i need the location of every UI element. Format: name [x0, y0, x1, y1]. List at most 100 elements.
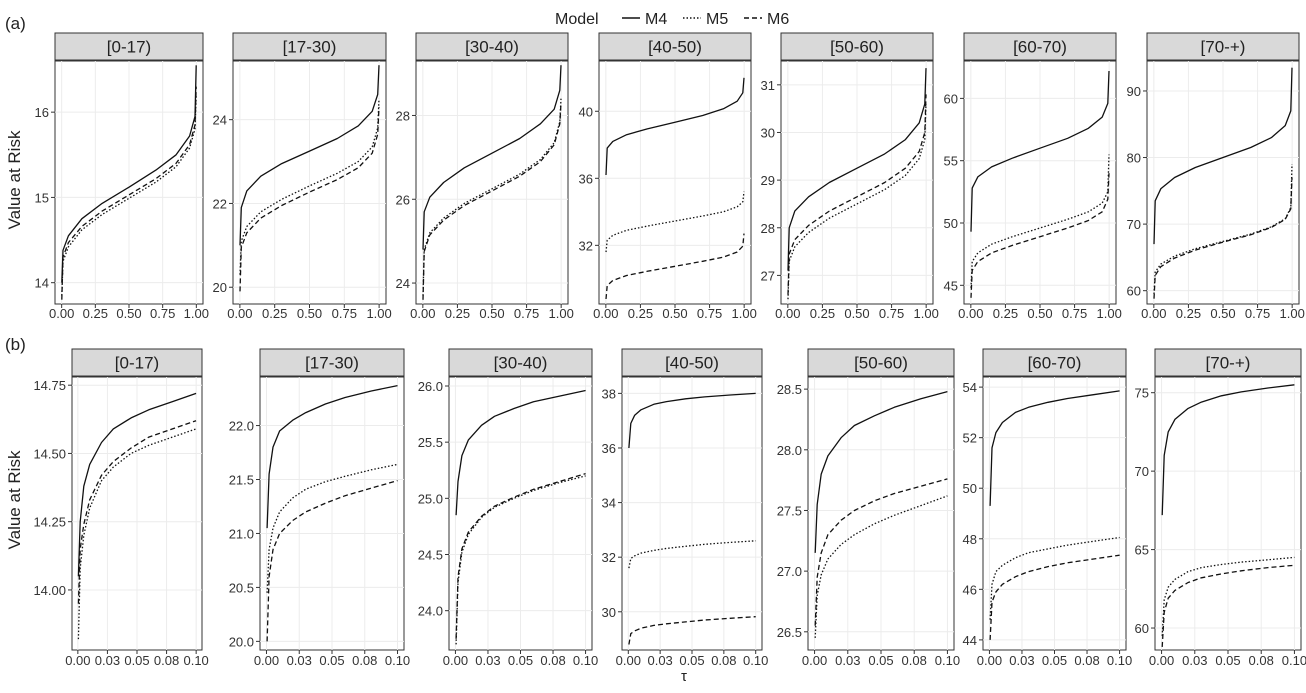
panel-r1-p5: [60-70) 44 46 48 50 52 54 0.00 0.03 0.05 0.08 0.10: [963, 348, 1132, 668]
x-tick-label: 0.75: [332, 306, 357, 321]
series-line-m6: [787, 94, 927, 295]
x-tick-label: 1.00: [1097, 306, 1122, 321]
x-tick-label: 0.00: [977, 653, 1002, 668]
x-tick-label: 0.50: [1210, 306, 1235, 321]
x-tick-label: 1.00: [732, 306, 757, 321]
x-tick-label: 1.00: [366, 306, 391, 321]
x-tick-label: 0.25: [262, 306, 287, 321]
x-tick-label: 0.03: [475, 653, 500, 668]
panel-title: [30-40): [494, 354, 548, 373]
x-tick-label: 0.10: [1107, 653, 1132, 668]
x-tick-label: 0.03: [1182, 653, 1207, 668]
y-tick-label: 50: [944, 216, 958, 231]
y-tick-label: 24.0: [418, 604, 443, 619]
series-line-m4: [239, 65, 380, 246]
series-line-m4: [787, 68, 927, 271]
panel-title: [40-50): [665, 354, 719, 373]
y-tick-label: 36: [602, 441, 616, 456]
y-tick-label: 21.5: [229, 473, 254, 488]
y-tick-label: 32: [579, 238, 593, 253]
x-tick-label: 0.08: [1249, 653, 1274, 668]
x-tick-label: 0.03: [647, 653, 672, 668]
y-tick-label: 40: [579, 104, 593, 119]
y-tick-label: 27.0: [777, 564, 802, 579]
x-tick-label: 0.00: [593, 306, 618, 321]
series-line-m5: [787, 103, 927, 300]
x-tick-label: 1.00: [1280, 306, 1305, 321]
series-line-m4: [814, 390, 948, 553]
x-tick-label: 0.05: [1042, 653, 1067, 668]
y-tick-label: 28: [396, 108, 410, 123]
x-tick-label: 0.10: [1282, 653, 1306, 668]
x-tick-label: 0.75: [514, 306, 539, 321]
panel-title: [30-40): [465, 38, 519, 57]
y-tick-label: 14.00: [33, 583, 66, 598]
y-tick-label: 25.5: [418, 435, 443, 450]
y-tick-label: 24.5: [418, 548, 443, 563]
series-line-m5: [455, 475, 586, 645]
panel-title: [60-70): [1013, 38, 1067, 57]
y-axis-label-a: Value at Risk: [5, 130, 24, 229]
y-tick-label: 36: [579, 171, 593, 186]
series-line-m4: [455, 389, 586, 516]
x-axis-label: τ: [681, 668, 687, 685]
strip-r1-p1: [259, 348, 405, 377]
series-line-m4: [628, 392, 756, 449]
x-tick-label: 0.10: [743, 653, 768, 668]
strip-r0-p2: [415, 32, 569, 61]
series-line-m4: [61, 65, 197, 283]
x-tick-label: 0.75: [697, 306, 722, 321]
y-tick-label: 46: [963, 582, 977, 597]
y-tick-label: 60: [944, 91, 958, 106]
x-tick-label: 0.25: [628, 306, 653, 321]
panel-r0-p5: [60-70) 45 50 55 60 0.00 0.25 0.50 0.75 1.00: [944, 32, 1122, 321]
series-line-m6: [989, 554, 1120, 640]
series-line-m5: [628, 540, 756, 569]
x-tick-label: 0.50: [844, 306, 869, 321]
x-tick-label: 0.25: [445, 306, 470, 321]
x-tick-label: 0.50: [1027, 306, 1052, 321]
panel-title: [50-60): [854, 354, 908, 373]
strip-r0-p3: [598, 32, 752, 61]
x-tick-label: 0.50: [662, 306, 687, 321]
x-tick-label: 0.25: [810, 306, 835, 321]
x-tick-label: 0.25: [1176, 306, 1201, 321]
panel-title: [17-30): [305, 354, 359, 373]
y-tick-label: 90: [1127, 84, 1141, 99]
strip-r1-p5: [982, 348, 1127, 377]
panel-title: [70-+): [1206, 354, 1251, 373]
panel-r0-p6: [70-+) 60 70 80 90 0.00 0.25 0.50 0.75 1.00: [1127, 32, 1305, 321]
x-tick-label: 0.25: [993, 306, 1018, 321]
x-tick-label: 0.00: [227, 306, 252, 321]
x-tick-label: 0.08: [902, 653, 927, 668]
y-tick-label: 65: [1135, 543, 1149, 558]
y-tick-label: 32: [602, 550, 616, 565]
y-tick-label: 25.0: [418, 491, 443, 506]
strip-r1-p4: [807, 348, 955, 377]
x-tick-label: 0.00: [254, 653, 279, 668]
x-tick-label: 0.05: [868, 653, 893, 668]
panel-title: [17-30): [283, 38, 337, 57]
panel-title: [0-17): [107, 38, 151, 57]
x-tick-label: 0.10: [573, 653, 598, 668]
panel-r1-p6: [70-+) 60 65 70 75 0.00 0.03 0.05 0.08 0.10: [1135, 348, 1306, 668]
series-line-m5: [77, 428, 197, 640]
series-line-m4: [422, 65, 562, 250]
series-line-m6: [455, 472, 586, 639]
y-tick-label: 30: [761, 125, 775, 140]
series-line-m5: [422, 98, 562, 296]
series-line-m5: [61, 95, 197, 296]
y-tick-label: 14.25: [33, 515, 66, 530]
x-tick-label: 0.00: [443, 653, 468, 668]
y-tick-label: 38: [602, 386, 616, 401]
series-line-m6: [605, 233, 745, 300]
y-tick-label: 29: [761, 173, 775, 188]
y-tick-label: 14.50: [33, 446, 66, 461]
y-tick-label: 30: [602, 605, 616, 620]
y-tick-label: 55: [944, 154, 958, 169]
x-tick-label: 0.75: [879, 306, 904, 321]
x-tick-label: 0.75: [1062, 306, 1087, 321]
y-tick-label: 28.5: [777, 382, 802, 397]
series-line-m4: [266, 384, 398, 529]
